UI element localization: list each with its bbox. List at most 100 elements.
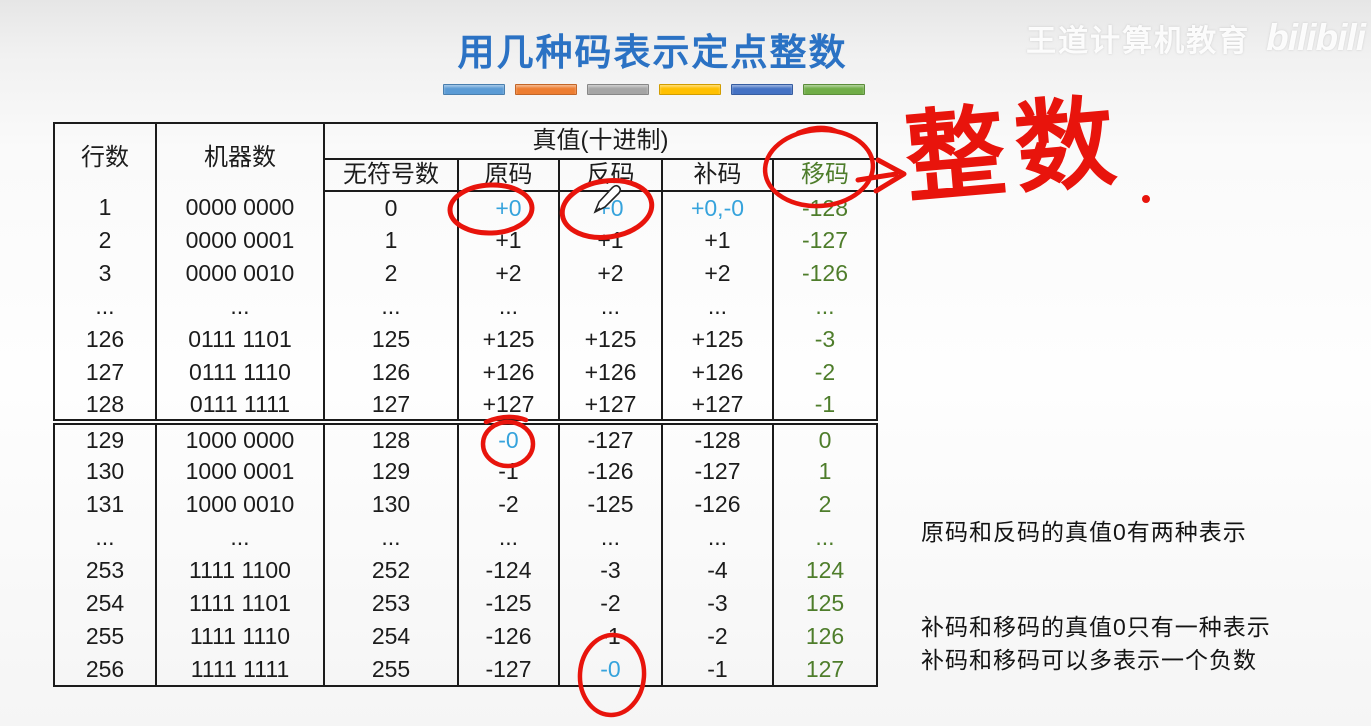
table-row: 127 0111 1110 126 +126 +126 +126 -2 (53, 356, 878, 389)
table-cell: 1 (323, 224, 459, 257)
table-cell: ... (155, 290, 325, 323)
table-cell: +0 (457, 191, 560, 224)
table-cell: ... (661, 290, 774, 323)
header-unsigned: 无符号数 (323, 159, 459, 192)
table-cell: -3 (558, 554, 663, 587)
table-row: 126 0111 1101 125 +125 +125 +125 -3 (53, 323, 878, 356)
table-cell: -1 (772, 389, 878, 422)
table-cell: 254 (53, 587, 157, 620)
table-cell: -0 (457, 419, 560, 455)
table-cell: +0,-0 (661, 191, 774, 224)
table-row: 2 0000 0001 1 +1 +1 +1 -127 (53, 224, 878, 257)
table-row: 253 1111 1100 252 -124 -3 -4 124 (53, 554, 878, 587)
table-row: ..................... (53, 521, 878, 554)
table-cell: 255 (323, 653, 459, 686)
table-cell: 2 (53, 224, 157, 257)
table-cell: 253 (53, 554, 157, 587)
table-cell: 126 (53, 323, 157, 356)
table-cell: 127 (772, 653, 878, 686)
table-cell: +1 (661, 224, 774, 257)
table-cell: 3 (53, 257, 157, 290)
table-cell: -128 (661, 419, 774, 455)
table-cell: +0 (558, 191, 663, 224)
note-one-zero-representation: 补码和移码的真值0只有一种表示 (921, 614, 1271, 640)
table-cell: ... (323, 521, 459, 554)
table-cell: +125 (457, 323, 560, 356)
table-cell: -127 (772, 224, 878, 257)
table-cell: -126 (457, 620, 560, 653)
table-cell: -2 (772, 356, 878, 389)
table-row: 256 1111 1111 255 -127 -0 -1 127 (53, 653, 878, 686)
table-cell: 124 (772, 554, 878, 587)
header-row-number: 行数 (53, 123, 157, 191)
table-row: 130 1000 0001 129 -1 -126 -127 1 (53, 455, 878, 488)
table-cell: ... (155, 521, 325, 554)
decor-bar (515, 84, 577, 95)
decor-bar (731, 84, 793, 95)
table-cell: 0111 1111 (155, 389, 325, 422)
table-row: ..................... (53, 290, 878, 323)
table-row: 3 0000 0010 2 +2 +2 +2 -126 (53, 257, 878, 290)
header-excess-code: 移码 (772, 159, 878, 192)
table-cell: 256 (53, 653, 157, 686)
table-row: 255 1111 1110 254 -126 -1 -2 126 (53, 620, 878, 653)
table-cell: 253 (323, 587, 459, 620)
table-cell: 0000 0001 (155, 224, 325, 257)
table-cell: 130 (53, 455, 157, 488)
table-cell: -126 (661, 488, 774, 521)
header-twos-complement: 补码 (661, 159, 774, 192)
header-true-value-group: 真值(十进制) (323, 123, 878, 160)
table-cell: -127 (661, 455, 774, 488)
table-cell: 0000 0010 (155, 257, 325, 290)
table-cell: 1111 1101 (155, 587, 325, 620)
table-cell: 127 (323, 389, 459, 422)
table-body: 1 0000 0000 0 +0 +0 +0,-0 -128 2 0000 0001 1 +1 +1 +… (53, 191, 878, 686)
integer-codes-table: 行数 机器数 真值(十进制) 无符号数 原码 反码 补码 移码 1 0000 00… (53, 122, 878, 687)
decor-bar (803, 84, 865, 95)
table-cell: -4 (661, 554, 774, 587)
table-cell: 0000 0000 (155, 191, 325, 224)
table-cell: 1 (772, 455, 878, 488)
table-cell: 125 (323, 323, 459, 356)
table-cell: +127 (558, 389, 663, 422)
watermark-brand-text: 王道计算机教育 (1026, 25, 1251, 58)
table-cell: 129 (323, 455, 459, 488)
table-cell: 131 (53, 488, 157, 521)
table-cell: -2 (457, 488, 560, 521)
table-row: 254 1111 1101 253 -125 -2 -3 125 (53, 587, 878, 620)
table-cell: 1000 0001 (155, 455, 325, 488)
table-cell: ... (53, 521, 157, 554)
table-cell: 130 (323, 488, 459, 521)
table-cell: 1 (53, 191, 157, 224)
table-cell: 125 (772, 587, 878, 620)
table-cell: 126 (772, 620, 878, 653)
table-cell: -3 (772, 323, 878, 356)
handwritten-integer-annotation: 整数 (900, 85, 1130, 216)
page-title: 用几种码表示定点整数 (457, 32, 848, 73)
table-row: 131 1000 0010 130 -2 -125 -126 2 (53, 488, 878, 521)
table-cell: ... (53, 290, 157, 323)
table-cell: ... (457, 521, 560, 554)
watermark: 王道计算机教育 bilibili (1026, 16, 1366, 60)
table-cell: 0111 1110 (155, 356, 325, 389)
note-extra-negative-number: 补码和移码可以多表示一个负数 (921, 647, 1257, 673)
table-cell: 1111 1110 (155, 620, 325, 653)
table-cell: 255 (53, 620, 157, 653)
red-dot (1142, 195, 1150, 203)
table-cell: 1111 1100 (155, 554, 325, 587)
table-cell: +1 (457, 224, 560, 257)
table-cell: -125 (558, 488, 663, 521)
table-cell: -128 (772, 191, 878, 224)
decor-bar (587, 84, 649, 95)
table-cell: -1 (558, 620, 663, 653)
table-cell: -0 (558, 653, 663, 686)
table-cell: -1 (457, 455, 560, 488)
table-row: 1 0000 0000 0 +0 +0 +0,-0 -128 (53, 191, 878, 224)
table-cell: 0111 1101 (155, 323, 325, 356)
table-cell: -2 (558, 587, 663, 620)
table-cell: ... (558, 290, 663, 323)
table-cell: +125 (661, 323, 774, 356)
table-cell: ... (661, 521, 774, 554)
table-cell: ... (558, 521, 663, 554)
